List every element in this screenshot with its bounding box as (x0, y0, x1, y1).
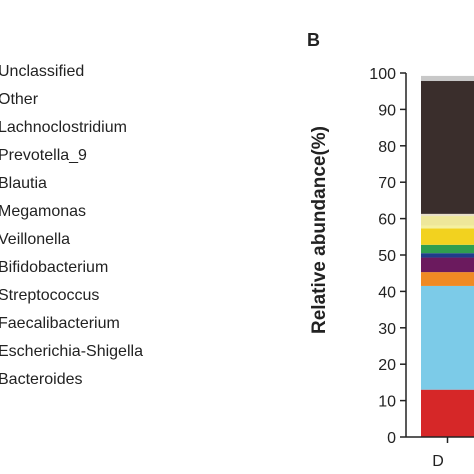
panel-label: B (307, 30, 320, 50)
x-tick-label: D (432, 453, 444, 470)
bar-segment-blautia (421, 225, 474, 229)
legend-entry: Escherichia-Shigella (0, 343, 143, 360)
bar-segment-unclassified (421, 75, 474, 82)
legend-entry: Faecalibacterium (0, 315, 120, 332)
legend-entry: Other (0, 91, 39, 108)
bar-segment-megamonas (421, 228, 474, 245)
bar-segment-faecalibacterium (421, 272, 474, 286)
y-tick-label: 70 (378, 175, 396, 192)
legend-entry: Lachnoclostridium (0, 119, 127, 136)
bar-segment-prevotella-9 (421, 216, 474, 226)
y-tick-label: 90 (378, 102, 396, 119)
bar-segment-streptococcus (421, 257, 474, 273)
legend-entry: Unclassified (0, 63, 85, 80)
bar-segment-veillonella (421, 244, 474, 254)
legend-entry: Bifidobacterium (0, 259, 109, 276)
legend-entry: Streptococcus (0, 287, 100, 304)
y-tick-label: 60 (378, 212, 396, 229)
bar-segment-escherichia-shigella (421, 285, 474, 390)
legend: Unclassified Other Lachnoclostridium Prevot… (0, 63, 143, 388)
y-tick-label: 100 (369, 66, 396, 83)
y-tick-label: 40 (378, 284, 396, 301)
legend-entry: Veillonella (0, 231, 71, 248)
y-tick-label: 0 (387, 430, 396, 447)
legend-entry: Prevotella_9 (0, 147, 87, 164)
legend-entry: Blautia (0, 175, 47, 192)
bar-segment-bacteroides (421, 389, 474, 437)
bar-segment-other (421, 81, 474, 214)
bar-segment-lachnoclostridium (421, 213, 474, 217)
y-tick-label: 50 (378, 248, 396, 265)
legend-entry: Megamonas (0, 203, 87, 220)
y-tick-label: 80 (378, 139, 396, 156)
bar-segment-bifidobacterium (421, 253, 474, 258)
legend-entry: Bacteroides (0, 371, 83, 388)
y-tick-label: 10 (378, 394, 396, 411)
y-tick-label: 30 (378, 321, 396, 338)
y-tick-label: 20 (378, 357, 396, 374)
